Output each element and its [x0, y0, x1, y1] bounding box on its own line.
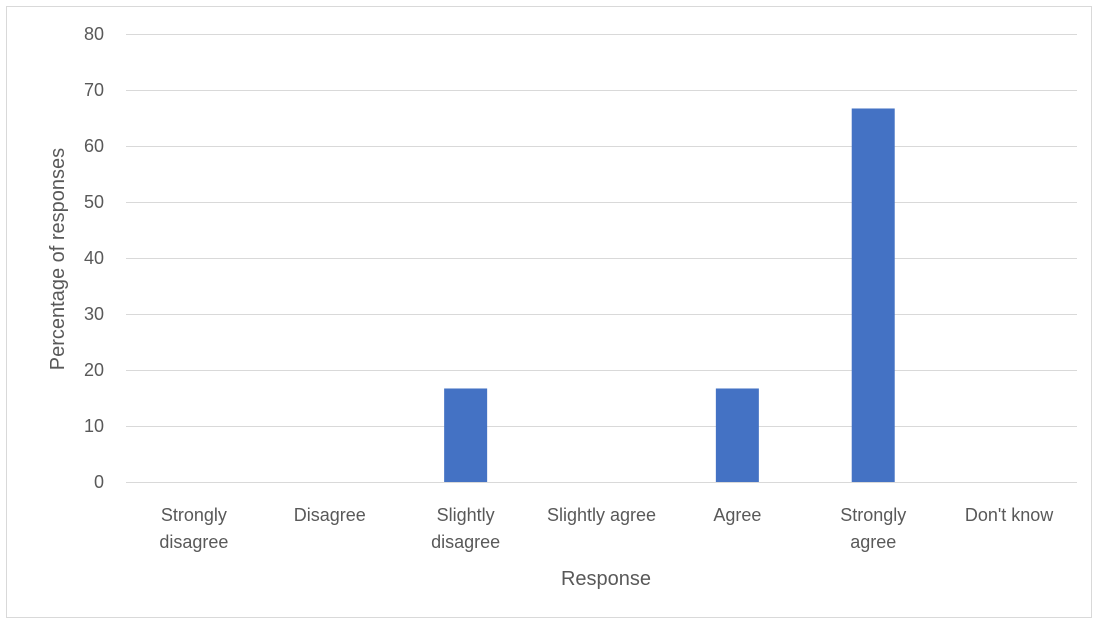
y-tick-label: 50 — [84, 192, 104, 212]
x-tick-label: Agree — [713, 505, 761, 525]
gridlines — [126, 34, 1077, 483]
x-tick-label: Don't know — [965, 505, 1054, 525]
bar-4 — [715, 388, 759, 482]
y-tick-label: 70 — [84, 80, 104, 100]
x-tick-label: Slightly disagree — [431, 505, 500, 552]
y-axis-title: Percentage of responses — [47, 148, 69, 370]
y-tick-label: 60 — [84, 136, 104, 156]
chart-frame — [6, 6, 1092, 618]
y-tick-label: 30 — [84, 304, 104, 324]
bar-5 — [851, 108, 895, 482]
y-tick-label: 10 — [84, 416, 104, 436]
y-tick-label: 40 — [84, 248, 104, 268]
x-tick-label-line: Strongly — [840, 505, 906, 525]
x-tick-label-line: Don't know — [965, 505, 1054, 525]
x-axis-title: Response — [561, 568, 651, 590]
bars — [444, 108, 895, 482]
x-tick-label-line: Strongly — [161, 505, 227, 525]
x-tick-label-line: Slightly agree — [547, 505, 656, 525]
x-tick-label: Disagree — [294, 505, 366, 525]
x-tick-label: Strongly agree — [840, 505, 906, 552]
y-axis-ticks: 0 10 20 30 40 50 60 70 80 — [84, 24, 104, 492]
y-tick-label: 80 — [84, 24, 104, 44]
y-tick-label: 20 — [84, 360, 104, 380]
x-tick-label-line: disagree — [431, 532, 500, 552]
y-tick-label: 0 — [94, 472, 104, 492]
x-tick-label-line: Slightly — [437, 505, 495, 525]
x-tick-label: Strongly disagree — [159, 505, 228, 552]
x-tick-label-line: Disagree — [294, 505, 366, 525]
x-tick-label-line: agree — [850, 532, 896, 552]
x-tick-label-line: Agree — [713, 505, 761, 525]
x-tick-label: Slightly agree — [547, 505, 656, 525]
x-tick-label-line: disagree — [159, 532, 228, 552]
x-axis-ticks: Strongly disagree Disagree Slightly disagree… — [159, 505, 1054, 552]
bar-2 — [444, 388, 488, 482]
